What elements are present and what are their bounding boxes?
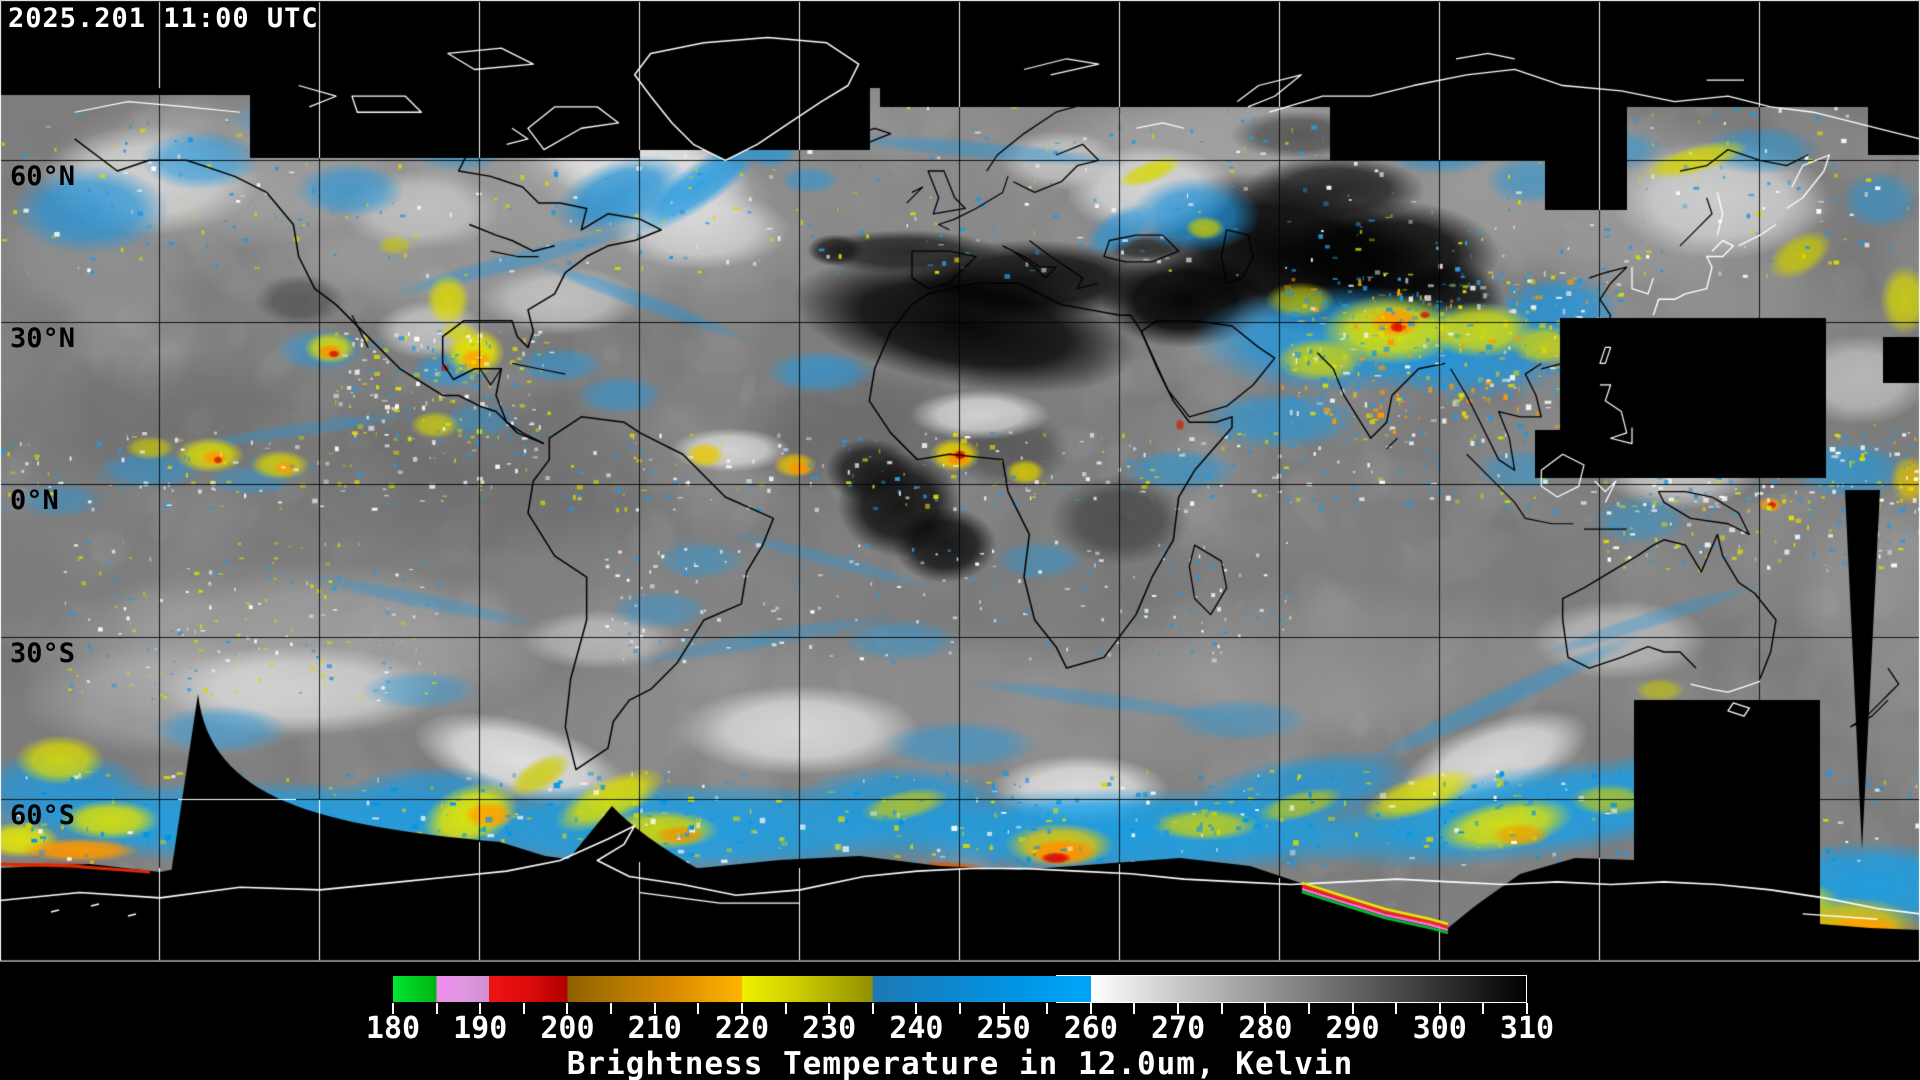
colorbar-tick: [479, 1003, 482, 1014]
colorbar-tick: [697, 1003, 700, 1014]
colorbar-tick: [1046, 1003, 1049, 1014]
colorbar-tick-label: 290: [1325, 1011, 1380, 1046]
colorbar-tick: [740, 1003, 743, 1014]
colorbar-gradient: [393, 976, 1527, 1002]
colorbar-tick: [1089, 1003, 1092, 1014]
colorbar-tick-label: 220: [714, 1011, 770, 1046]
colorbar-tick-label: 200: [540, 1011, 595, 1046]
colorbar-tick-label: 260: [1063, 1011, 1118, 1046]
colorbar-tick: [610, 1003, 613, 1014]
colorbar-tick-label: 230: [802, 1011, 857, 1046]
colorbar-tick: [566, 1003, 569, 1014]
colorbar-tick: [1482, 1003, 1485, 1014]
colorbar-tick: [1220, 1003, 1223, 1014]
timestamp: 2025.201 11:00 UTC: [8, 3, 319, 34]
colorbar-tick: [871, 1003, 874, 1014]
colorbar-tick-label: 210: [627, 1011, 682, 1046]
colorbar-tick: [1395, 1003, 1398, 1014]
colorbar-tick-label: 280: [1238, 1011, 1293, 1046]
colorbar-tick-label: 240: [889, 1011, 944, 1046]
colorbar-tick: [522, 1003, 525, 1014]
colorbar-tick: [915, 1003, 918, 1014]
colorbar-tick: [435, 1003, 438, 1014]
colorbar-tick: [828, 1003, 831, 1014]
colorbar-tick: [1526, 1003, 1528, 1014]
colorbar-tick: [784, 1003, 787, 1014]
colorbar-caption: Brightness Temperature in 12.0um, Kelvin: [566, 1046, 1354, 1080]
colorbar-tick: [1133, 1003, 1136, 1014]
colorbar-tick: [1264, 1003, 1267, 1014]
colorbar-tick: [1438, 1003, 1441, 1014]
latitude-label: 60°S: [10, 800, 76, 831]
colorbar-tick: [1002, 1003, 1005, 1014]
latitude-label: 0°N: [10, 485, 59, 516]
colorbar: [393, 976, 1527, 1002]
colorbar-tick: [959, 1003, 961, 1014]
colorbar-tick: [1177, 1003, 1180, 1014]
latitude-label: 60°N: [10, 161, 76, 192]
colorbar-tick: [1307, 1003, 1310, 1014]
latitude-label: 30°N: [10, 323, 76, 354]
colorbar-tick-label: 190: [453, 1011, 508, 1046]
colorbar-tick: [1351, 1003, 1354, 1014]
satellite-composite-map: [0, 0, 1920, 962]
colorbar-tick: [653, 1003, 656, 1014]
colorbar-tick-label: 310: [1499, 1011, 1555, 1046]
colorbar-tick-label: 250: [976, 1011, 1031, 1046]
colorbar-tick: [392, 1003, 394, 1014]
colorbar-tick-label: 270: [1150, 1011, 1206, 1046]
colorbar-tick-label: 180: [365, 1011, 421, 1046]
colorbar-tick-label: 300: [1412, 1011, 1467, 1046]
latitude-label: 30°S: [10, 638, 76, 669]
